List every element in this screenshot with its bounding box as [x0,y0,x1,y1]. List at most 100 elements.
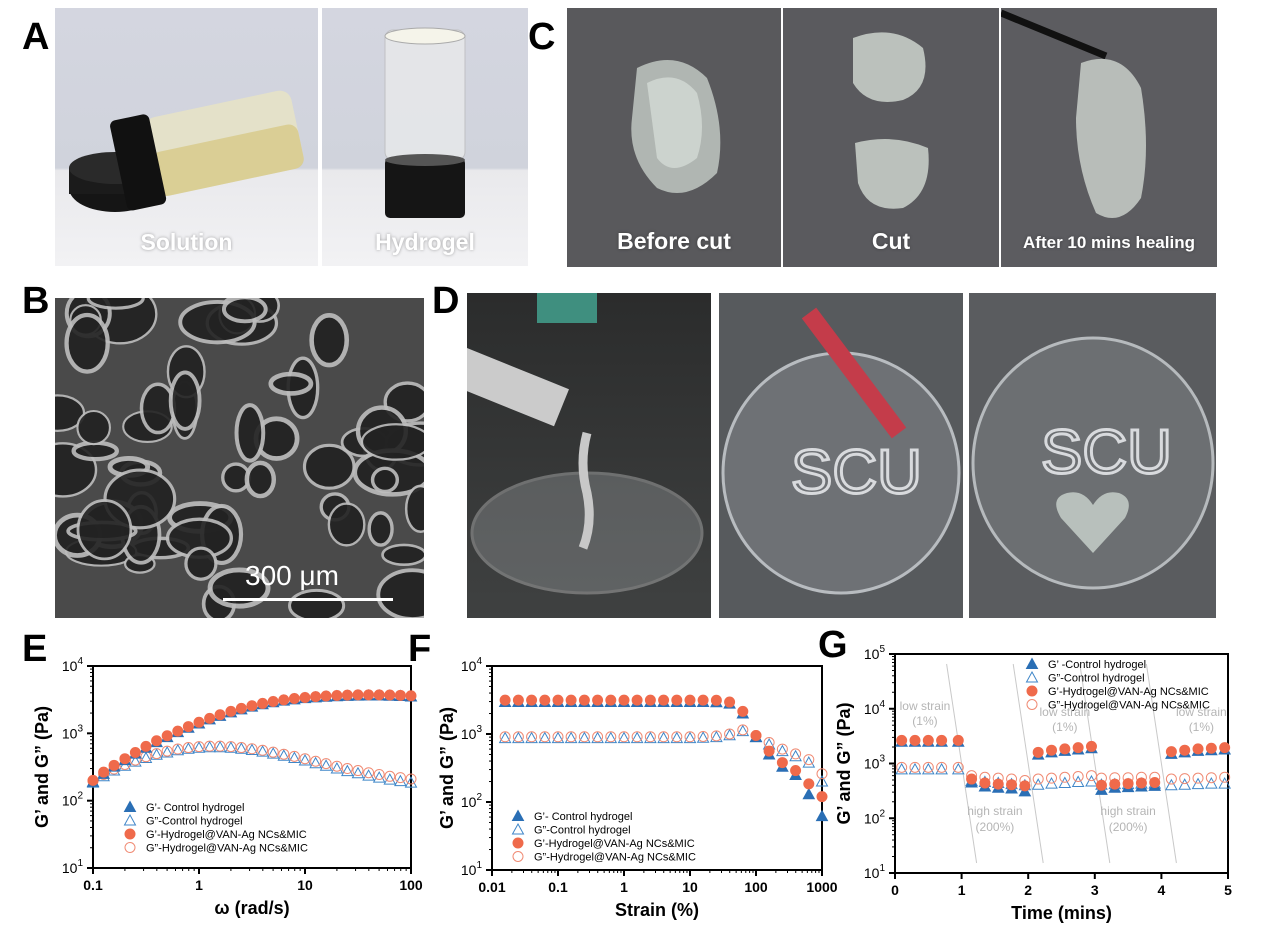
data-point [1059,771,1071,783]
y-tick-label: 102 [62,791,84,809]
data-point [895,735,909,747]
legend-marker [123,800,137,812]
data-point [330,762,344,774]
data-point [723,697,736,709]
legend-entry: G’- Control hydrogel [146,802,244,814]
data-point [539,731,551,743]
data-point [762,747,776,760]
data-point [617,695,631,708]
data-point [277,694,291,706]
y-tick-label: 103 [864,754,886,772]
phase-divider [1012,663,1044,864]
data-point [802,787,816,800]
data-point [564,695,578,708]
legend-entry: G’- Control hydrogel [534,811,632,823]
data-point [499,731,511,743]
data-point [909,761,921,773]
data-point [203,712,216,725]
data-point [1148,779,1162,791]
data-point [204,712,216,724]
panel-label-f: F [408,628,432,670]
data-point [171,743,185,756]
panel-label-a: A [22,16,50,58]
data-point [278,694,290,706]
data-point [789,749,802,762]
data-point [816,791,828,803]
data-point [966,770,978,782]
data-point [1149,776,1161,788]
data-point [161,745,173,757]
data-point [1108,781,1122,793]
x-axis-label: Time (mins) [1011,903,1112,923]
annot-low-strain: low strain [1176,705,1227,719]
legend-marker [124,828,136,840]
data-point [1085,774,1098,787]
data-point [267,696,279,708]
data-point [498,695,512,708]
data-point [696,695,710,708]
data-point [630,731,644,744]
data-point [736,706,750,719]
data-point [736,724,750,737]
data-point [1179,744,1191,756]
data-point [710,695,723,708]
data-point [1149,771,1161,783]
data-point [952,734,964,746]
data-point [604,695,618,708]
data-point [815,774,829,787]
data-point [696,731,710,743]
data-point [235,702,248,715]
data-point [151,735,163,747]
legend-marker [511,822,525,835]
annot-high-pct: (200%) [976,820,1015,834]
data-point [966,773,978,785]
annot-low-pct: (1%) [912,714,937,728]
data-point [151,748,163,760]
data-point [710,730,722,742]
legend-marker [1026,685,1038,697]
x-tick-label: 1 [958,882,966,898]
data-point [235,702,247,714]
data-point [512,695,525,708]
plot-g: low strain(1%)low strain(1%)low strain(1… [834,644,1232,923]
data-point [935,735,948,747]
data-point [816,768,828,780]
data-point [922,761,934,773]
data-point [936,761,948,773]
data-point [552,731,564,743]
data-point [512,731,525,744]
data-point [372,771,386,783]
data-point [908,762,922,775]
data-point [1205,742,1217,754]
data-point [1178,745,1192,758]
data-point [119,758,131,770]
data-point [1031,778,1045,790]
data-point [670,731,684,744]
data-point [1095,772,1107,784]
data-point [909,734,921,746]
caption-before-cut: Before cut [617,228,731,254]
data-point [895,762,909,775]
data-point [644,694,656,706]
data-point [1218,777,1232,789]
data-point [896,734,908,746]
data-point [737,724,749,736]
data-point [309,690,322,703]
data-point [1058,776,1072,789]
data-point [1006,773,1018,785]
y-tick-label: 101 [864,863,886,881]
data-point [1095,783,1108,795]
data-point [498,731,512,744]
data-point [565,731,577,743]
data-point [86,775,100,787]
data-point [1192,743,1204,755]
photo-scu-heart: SCU [969,293,1216,618]
x-tick-label: 100 [744,879,768,895]
panel-label-c: C [528,16,556,58]
legend-marker [511,809,525,821]
x-tick-label: 2 [1024,882,1032,898]
data-point [1205,743,1218,756]
photo-after-healing: After 10 mins healing [1001,8,1217,267]
data-point [1108,777,1122,790]
panel-label-e: E [22,628,48,670]
